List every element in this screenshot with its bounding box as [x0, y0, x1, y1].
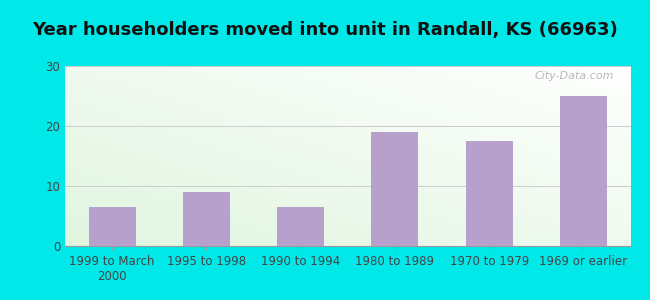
Bar	[88, 207, 136, 246]
Bar	[371, 132, 419, 246]
Text: City-Data.com: City-Data.com	[534, 71, 614, 81]
Bar	[183, 192, 230, 246]
Bar	[465, 141, 513, 246]
Bar	[560, 96, 607, 246]
Text: Year householders moved into unit in Randall, KS (66963): Year householders moved into unit in Ran…	[32, 21, 618, 39]
Bar	[277, 207, 324, 246]
